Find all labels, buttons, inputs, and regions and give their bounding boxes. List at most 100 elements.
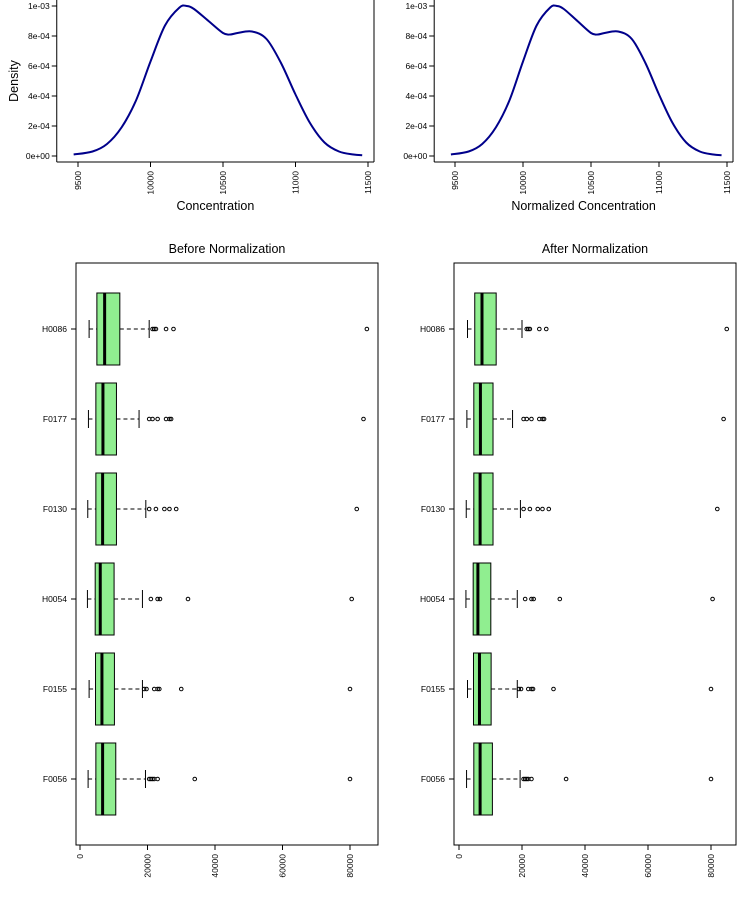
box-after-panel: After Normalization 0 20000 40000 60000 80000… — [420, 242, 737, 878]
box-F0155: F0155 — [421, 652, 714, 726]
outlier-point — [527, 326, 533, 332]
chart-title: Before Normalization — [169, 242, 286, 256]
category-label: F0177 — [421, 414, 445, 424]
outlier-point — [524, 416, 530, 422]
box-F0177: F0177 — [421, 382, 726, 456]
outlier-point — [168, 416, 174, 422]
category-label: F0130 — [421, 504, 445, 514]
outlier-point — [540, 506, 545, 512]
box-H0086: H0086 — [420, 292, 730, 366]
density-curve-0 — [73, 4, 363, 157]
y-axis-label: Density — [7, 59, 21, 101]
y-tick-label: 0e+00 — [26, 151, 50, 161]
x-tick-label: 40000 — [210, 854, 220, 878]
x-tick-label: 60000 — [278, 854, 288, 878]
plot-frame — [453, 262, 737, 846]
outlier-point — [173, 506, 179, 512]
x-tick-label: 20000 — [143, 854, 153, 878]
x-tick-label: 11500 — [363, 171, 373, 194]
x-tick-label: 0 — [75, 854, 85, 859]
iqr-box — [95, 742, 117, 816]
x-tick-label: 11000 — [654, 171, 664, 194]
iqr-box — [95, 382, 117, 456]
outlier-point — [715, 506, 720, 512]
x-tick-label: 10500 — [586, 171, 596, 195]
outlier-point — [721, 416, 726, 422]
y-tick-label: 6e-04 — [28, 61, 50, 71]
outlier-point — [529, 686, 534, 692]
outlier-point — [708, 686, 714, 692]
outlier-point — [163, 326, 169, 332]
iqr-box — [96, 292, 121, 366]
box-before-panel: Before Normalization 0 20000 40000 60000 8000… — [42, 242, 379, 878]
y-tick-label: 8e-04 — [28, 31, 50, 41]
y-tick-label: 8e-04 — [405, 31, 427, 41]
outlier-point — [151, 326, 157, 332]
x-tick-label: 80000 — [345, 854, 355, 878]
y-tick-label: 0e+00 — [403, 151, 427, 161]
outlier-point — [185, 596, 191, 602]
density-before-panel: 0e+00 2e-04 4e-04 6e-04 8e-04 1e-03 9500 10000 1… — [7, 0, 375, 213]
x-axis-label: Normalized Concentration — [511, 199, 656, 213]
box-F0056: F0056 — [421, 742, 714, 816]
outlier-point — [167, 506, 172, 512]
y-tick-label: 1e-03 — [28, 1, 50, 11]
outlier-point — [522, 596, 528, 602]
x-tick-label: 10000 — [518, 171, 528, 195]
x-tick-label: 20000 — [517, 854, 527, 878]
x-tick-label: 10500 — [218, 171, 228, 195]
outlier-point — [150, 776, 155, 782]
outlier-point — [531, 596, 536, 602]
x-tick-label: 11000 — [291, 171, 301, 194]
box-F0130: F0130 — [43, 472, 360, 546]
x-tick-label: 0 — [454, 854, 464, 859]
y-tick-label: 2e-04 — [28, 121, 50, 131]
outlier-point — [144, 686, 149, 692]
category-label: H0054 — [42, 594, 67, 604]
iqr-box — [95, 472, 117, 546]
outlier-point — [529, 776, 534, 782]
outlier-point — [535, 506, 541, 512]
outlier-point — [361, 416, 366, 422]
outlier-point — [178, 686, 184, 692]
box-H0086: H0086 — [42, 292, 370, 366]
category-label: F0056 — [43, 774, 67, 784]
outlier-point — [516, 686, 522, 692]
iqr-box — [95, 652, 115, 726]
outlier-point — [551, 686, 556, 692]
y-tick-label: 4e-04 — [405, 91, 427, 101]
outlier-point — [192, 776, 198, 782]
chart-title: After Normalization — [542, 242, 648, 256]
x-tick-label: 40000 — [580, 854, 590, 878]
outlier-point — [364, 326, 370, 332]
outlier-point — [347, 686, 353, 692]
outlier-point — [167, 416, 172, 422]
y-tick-label: 2e-04 — [405, 121, 427, 131]
box-H0054: H0054 — [42, 562, 354, 636]
iqr-box — [94, 562, 115, 636]
iqr-box — [473, 382, 494, 456]
outlier-point — [529, 416, 534, 422]
outlier-point — [521, 506, 526, 512]
y-tick-label: 4e-04 — [28, 91, 50, 101]
plot-frame — [75, 262, 379, 846]
box-F0155: F0155 — [43, 652, 353, 726]
outlier-point — [146, 506, 152, 512]
box-H0054: H0054 — [420, 562, 715, 636]
category-label: F0155 — [421, 684, 445, 694]
iqr-box — [473, 472, 494, 546]
outlier-point — [526, 326, 531, 332]
outlier-point — [157, 686, 162, 692]
outlier-point — [162, 506, 167, 512]
outlier-point — [148, 596, 154, 602]
outlier-point — [710, 596, 715, 602]
outlier-point — [354, 506, 360, 512]
outlier-point — [153, 506, 159, 512]
outlier-point — [141, 686, 147, 692]
outlier-point — [537, 326, 542, 332]
outlier-point — [546, 506, 552, 512]
box-F0056: F0056 — [43, 742, 353, 816]
iqr-box — [474, 292, 497, 366]
outlier-point — [155, 776, 160, 782]
x-tick-label: 9500 — [73, 171, 83, 190]
